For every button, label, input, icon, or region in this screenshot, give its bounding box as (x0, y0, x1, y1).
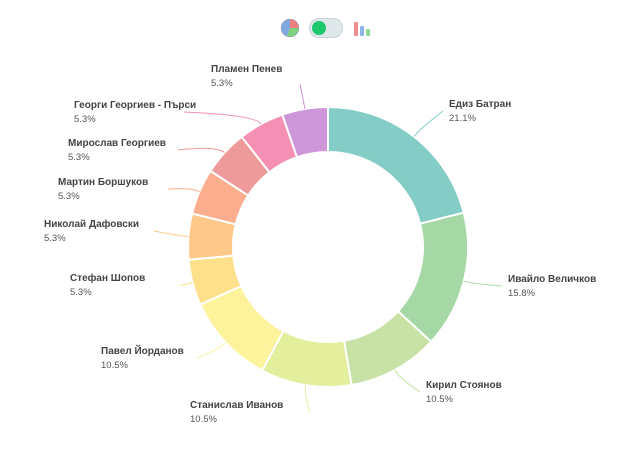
leader-line (179, 282, 193, 286)
slice-label-percent: 5.3% (211, 78, 233, 89)
slice-label-percent: 10.5% (101, 360, 128, 371)
donut-slices (187, 105, 469, 388)
slice-label-percent: 10.5% (426, 394, 453, 405)
slice-label-name: Николай Дафовски (44, 218, 139, 230)
slice-labels: Едиз Батран 21.1% Ивайло Величков 15.8% Кири… (44, 64, 596, 425)
slice-label-name: Едиз Батран (449, 99, 511, 110)
leader-line (394, 369, 421, 393)
leader-line (463, 280, 503, 287)
slice-label-percent: 15.8% (508, 288, 535, 299)
slice-label-percent: 5.3% (74, 114, 96, 125)
slice-label-name: Стефан Шопов (70, 272, 145, 284)
slice-label-percent: 5.3% (58, 191, 80, 202)
slice-label-name: Мартин Боршуков (58, 177, 148, 188)
donut-slice[interactable] (327, 105, 465, 225)
toggle-knob (312, 21, 326, 35)
slice-label-name: Павел Йорданов (101, 344, 184, 357)
leader-line (196, 342, 227, 359)
donut-slice[interactable] (281, 105, 329, 159)
slice-label-percent: 21.1% (449, 113, 476, 124)
slice-label-name: Мирослав Георгиев (68, 138, 166, 149)
slice-label-name: Кирил Стоянов (426, 380, 502, 391)
label-leader-lines (153, 83, 503, 413)
slice-label-name: Ивайло Величков (508, 274, 596, 285)
slice-label-percent: 5.3% (70, 287, 92, 298)
leader-line (299, 83, 306, 110)
slice-label-name: Станислав Иванов (190, 400, 283, 411)
leader-line (183, 111, 262, 125)
leader-line (304, 385, 311, 413)
toggle-switch[interactable] (309, 18, 343, 38)
bar-chart-icon[interactable] (351, 17, 373, 39)
slice-label-name: Пламен Пенев (211, 64, 282, 75)
slice-label-name: Георги Георгиев - Пърси (74, 100, 196, 111)
chart-toolbar (279, 16, 373, 40)
leader-line (413, 110, 444, 137)
leader-line (177, 147, 225, 154)
slice-label-percent: 10.5% (190, 414, 217, 425)
leader-line (167, 188, 200, 192)
slice-label-percent: 5.3% (44, 233, 66, 244)
leader-line (153, 230, 189, 237)
pie-chart-icon[interactable] (279, 17, 301, 39)
slice-label-percent: 5.3% (68, 152, 90, 163)
